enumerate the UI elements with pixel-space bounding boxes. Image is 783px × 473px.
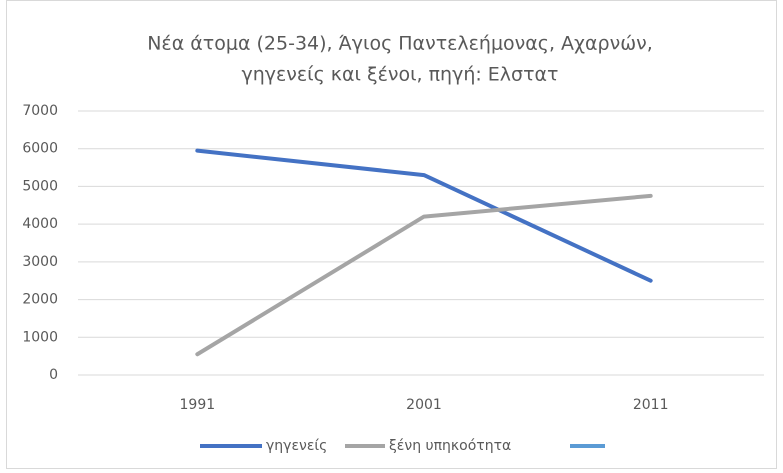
y-tick-label: 0 xyxy=(49,367,58,383)
chart-title: γηγενείς και ξένοι, πηγή: Ελστατ xyxy=(241,64,558,86)
x-tick-label: 2011 xyxy=(633,397,669,413)
legend-label: γηγενείς xyxy=(266,438,327,454)
x-tick-label: 1991 xyxy=(180,397,216,413)
chart-title: Νέα άτομα (25-34), Άγιος Παντελεήμονας, … xyxy=(147,33,653,55)
y-tick-label: 3000 xyxy=(22,254,58,270)
series-line xyxy=(195,148,653,283)
series-line xyxy=(195,193,653,357)
y-tick-label: 2000 xyxy=(22,292,58,308)
y-tick-label: 4000 xyxy=(22,216,58,232)
y-tick-label: 1000 xyxy=(22,329,58,345)
x-tick-label: 2001 xyxy=(406,397,442,413)
y-tick-label: 5000 xyxy=(22,178,58,194)
legend-label: ξένη υπηκοότητα xyxy=(389,438,511,454)
y-tick-label: 6000 xyxy=(22,141,58,157)
y-tick-label: 7000 xyxy=(22,103,58,119)
